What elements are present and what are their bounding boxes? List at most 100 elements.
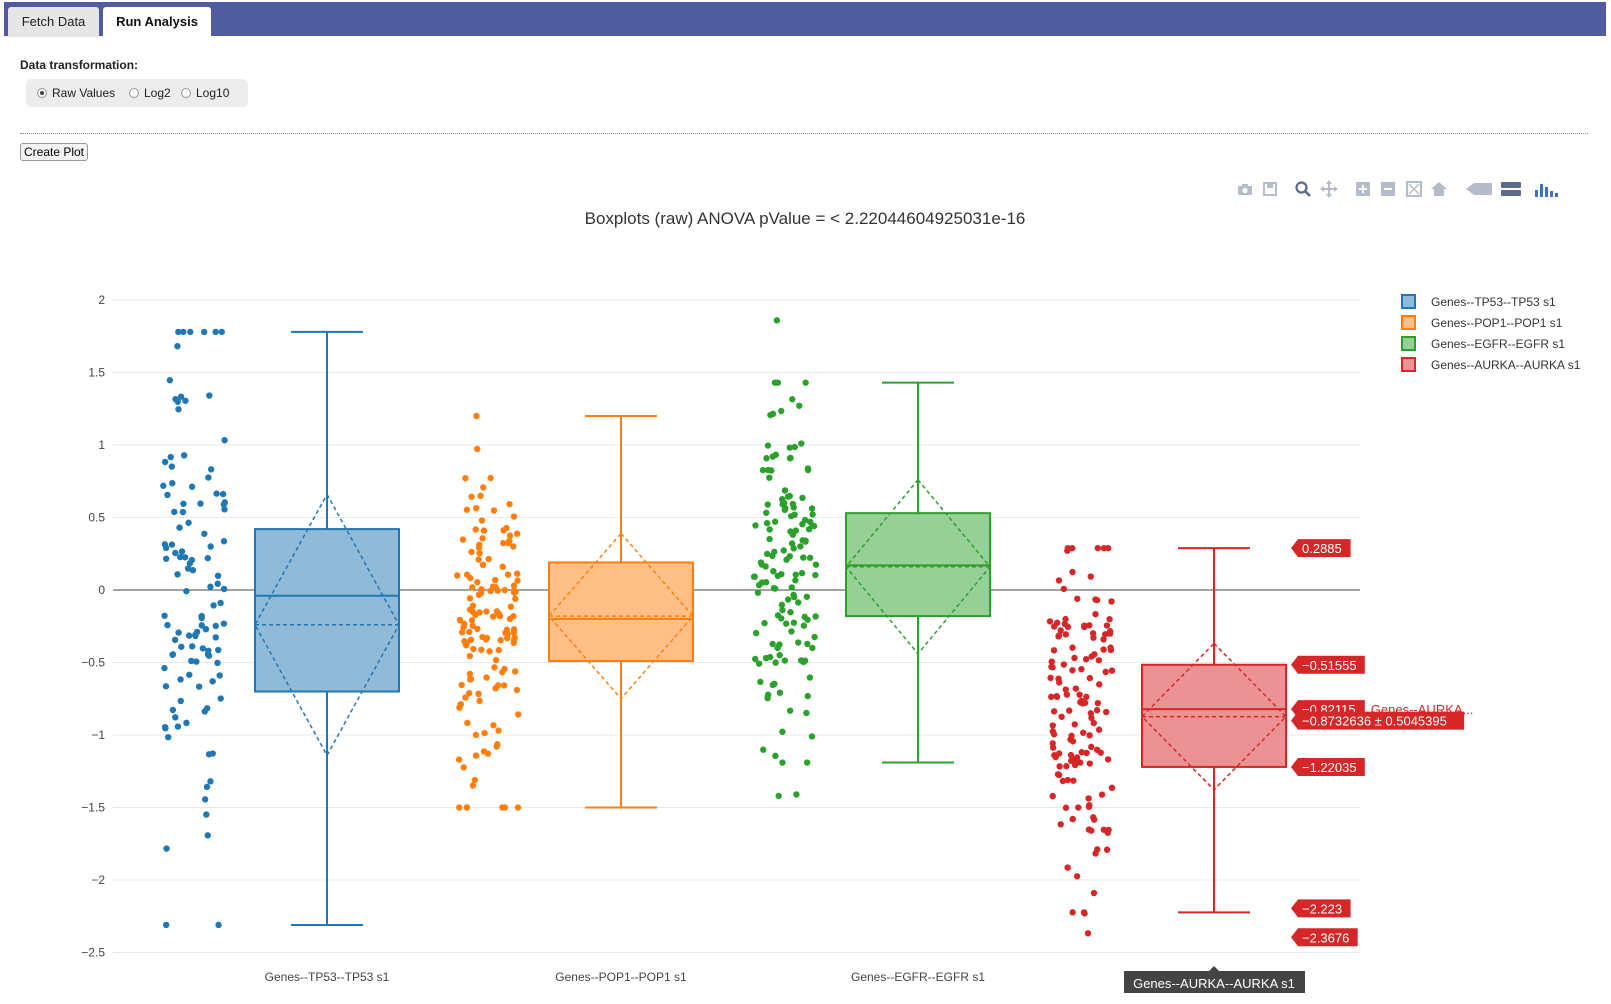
data-point xyxy=(468,548,475,556)
data-point xyxy=(474,625,481,633)
data-point xyxy=(185,519,192,526)
data-point xyxy=(1069,738,1077,745)
data-point xyxy=(510,639,517,647)
data-point xyxy=(782,505,789,512)
data-point xyxy=(174,571,181,578)
data-point xyxy=(762,578,770,586)
data-point xyxy=(220,585,228,593)
data-point xyxy=(181,554,189,561)
tab-run-analysis[interactable]: Run Analysis xyxy=(103,7,211,37)
data-point xyxy=(210,602,217,609)
data-point xyxy=(790,545,797,552)
data-point xyxy=(514,577,521,584)
hover-label-bg xyxy=(1291,928,1358,947)
data-point xyxy=(176,524,183,531)
data-point xyxy=(164,491,171,499)
pan-icon[interactable] xyxy=(1320,180,1338,198)
outlier-point xyxy=(1084,930,1092,937)
data-point xyxy=(475,690,482,698)
data-point xyxy=(1066,707,1073,714)
data-point xyxy=(511,634,518,641)
data-point xyxy=(500,539,507,547)
data-point xyxy=(763,550,771,558)
legend-item[interactable]: Genes--EGFR--EGFR s1 xyxy=(1401,336,1565,351)
data-point xyxy=(169,651,177,658)
data-point xyxy=(209,750,216,757)
data-point xyxy=(472,731,480,739)
data-point xyxy=(781,657,789,664)
data-point xyxy=(515,711,522,718)
x-tick-label: Genes--TP53--TP53 s1 xyxy=(265,970,390,984)
data-point xyxy=(1067,757,1075,765)
data-point xyxy=(761,619,768,627)
hover-compare-icon[interactable] xyxy=(1499,180,1523,198)
autoscale-icon[interactable] xyxy=(1405,180,1423,198)
y-tick-label: 1.5 xyxy=(88,366,105,380)
data-point xyxy=(214,659,221,667)
data-point xyxy=(774,572,781,580)
data-point xyxy=(1050,623,1058,630)
data-point xyxy=(480,527,488,534)
tab-fetch-data[interactable]: Fetch Data xyxy=(8,7,99,37)
data-point xyxy=(804,616,811,623)
data-point xyxy=(510,513,518,520)
legend-item[interactable]: Genes--TP53--TP53 s1 xyxy=(1401,294,1556,309)
data-point xyxy=(1071,761,1079,769)
data-point xyxy=(1055,675,1062,682)
data-point xyxy=(212,622,219,630)
radio-log10[interactable]: Log10 xyxy=(181,86,229,100)
data-point xyxy=(1092,610,1099,618)
data-point xyxy=(1086,622,1093,629)
data-point xyxy=(469,782,477,789)
data-point xyxy=(478,517,486,524)
data-point xyxy=(207,778,214,785)
zoom-out-icon[interactable] xyxy=(1379,180,1397,198)
data-point xyxy=(466,652,474,660)
legend-item[interactable]: Genes--AURKA--AURKA s1 xyxy=(1401,357,1581,372)
y-tick-label: −2.5 xyxy=(81,946,105,960)
outlier-point xyxy=(1081,910,1088,917)
data-point xyxy=(1064,776,1071,784)
radio-log2[interactable]: Log2 xyxy=(129,86,171,100)
data-point xyxy=(466,670,474,678)
data-point xyxy=(189,643,196,650)
data-point xyxy=(1060,585,1068,593)
outlier-point xyxy=(1090,889,1098,897)
data-point xyxy=(468,493,475,500)
data-point xyxy=(808,733,816,740)
data-point xyxy=(462,474,469,482)
data-point xyxy=(776,651,783,659)
spike-lines-icon[interactable] xyxy=(1464,180,1494,198)
data-point xyxy=(203,783,211,791)
data-point xyxy=(484,750,492,757)
create-plot-button[interactable]: Create Plot xyxy=(20,143,88,161)
data-point xyxy=(1094,699,1102,707)
home-icon[interactable] xyxy=(1430,180,1448,198)
data-point xyxy=(792,571,799,578)
zoom-icon[interactable] xyxy=(1294,180,1312,198)
data-point xyxy=(754,589,762,596)
data-point xyxy=(459,536,467,543)
plotly-logo-icon[interactable] xyxy=(1533,180,1561,198)
data-point xyxy=(180,328,187,336)
data-point xyxy=(207,466,215,473)
data-point xyxy=(1095,657,1103,664)
data-point xyxy=(179,508,187,516)
zoom-in-icon[interactable] xyxy=(1354,180,1372,198)
data-point xyxy=(164,621,171,629)
data-point xyxy=(774,379,782,386)
data-point xyxy=(161,458,169,466)
legend-item[interactable]: Genes--POP1--POP1 s1 xyxy=(1401,315,1563,330)
camera-icon[interactable] xyxy=(1236,180,1254,198)
y-tick-label: −0.5 xyxy=(81,656,105,670)
data-point xyxy=(472,611,479,619)
data-point xyxy=(770,568,777,575)
data-point xyxy=(1083,749,1090,757)
data-point xyxy=(1094,544,1102,552)
mean-sd-diamond xyxy=(1140,642,1288,791)
radio-raw-values[interactable]: Raw Values xyxy=(37,86,115,100)
save-icon[interactable] xyxy=(1261,180,1279,198)
data-point xyxy=(764,501,771,508)
data-point xyxy=(185,632,193,639)
